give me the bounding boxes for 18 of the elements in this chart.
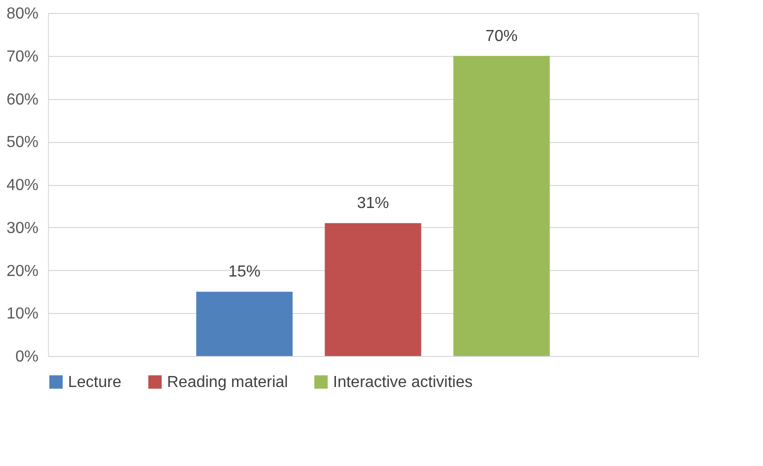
bar <box>453 56 550 356</box>
data-label: 31% <box>356 195 390 212</box>
y-tick-label: 20% <box>6 262 38 280</box>
y-tick-label: 60% <box>6 91 38 108</box>
y-tick-label: 50% <box>6 134 38 152</box>
y-tick-label: 0% <box>15 348 38 366</box>
y-tick-label: 80% <box>6 6 38 22</box>
data-label: 15% <box>228 264 260 281</box>
y-tick-label: 30% <box>6 220 38 237</box>
legend-label: Interactive activities <box>333 374 473 391</box>
legend-label: Lecture <box>68 374 122 391</box>
y-tick-label: 10% <box>6 306 38 323</box>
data-label: 70% <box>486 28 518 45</box>
bar <box>196 292 293 356</box>
y-tick-label: 70% <box>6 48 38 66</box>
legend-label: Reading material <box>167 374 288 391</box>
y-tick-label: 40% <box>6 177 38 194</box>
bar <box>324 223 422 356</box>
